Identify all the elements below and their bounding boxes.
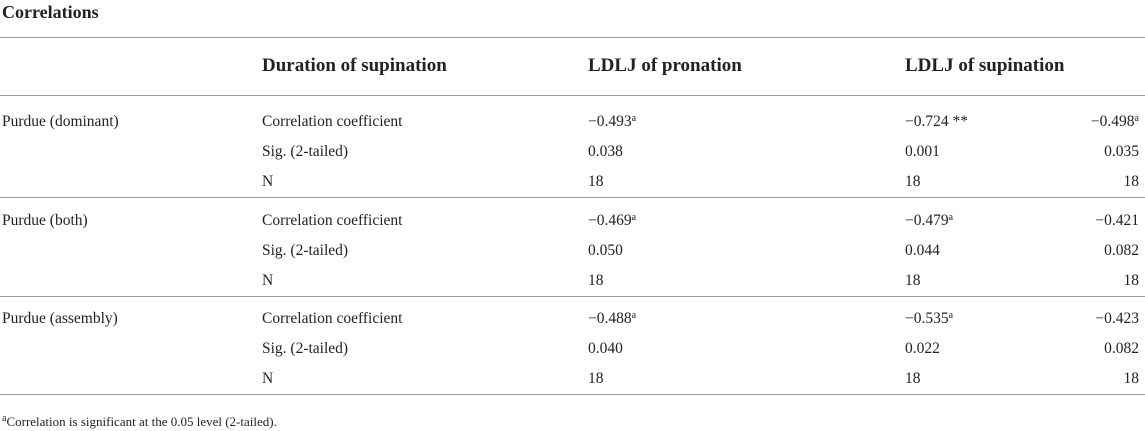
cell-value: −0.421 (1095, 211, 1139, 231)
stat-label: Sig. (2-tailed) (262, 143, 349, 160)
cell-value: 18 (1124, 369, 1140, 389)
cell-text: 18 (588, 271, 604, 289)
table-title: Correlations (2, 2, 99, 22)
group-label: Purdue (dominant) (2, 113, 119, 130)
cell-value: −0.493a (588, 112, 636, 132)
cell-value: −0.479a (905, 211, 953, 231)
rule (0, 295, 1145, 297)
footnote-mark: a (948, 211, 954, 223)
cell-text: −0.488 (588, 310, 632, 327)
stat-label: N (262, 271, 274, 289)
cell-text: 0.040 (588, 340, 623, 357)
cell-value: −0.535a (905, 309, 953, 329)
footnote-mark: a (631, 113, 637, 124)
cell-value: 0.082 (1104, 241, 1139, 261)
cell-value: 0.022 (905, 339, 940, 359)
rule (0, 95, 1145, 96)
cell-value: 0.044 (905, 241, 940, 261)
stat-label: N (262, 370, 274, 387)
cell-value: 18 (905, 172, 921, 192)
rule (0, 197, 1145, 198)
footnote-mark: a (631, 310, 637, 321)
cell-text: −0.469 (588, 211, 632, 229)
footnote-mark: a (1134, 113, 1139, 124)
cell-value: 0.050 (588, 241, 623, 261)
cell-value: 0.035 (1104, 142, 1139, 162)
cell-text: −0.498 (1090, 113, 1135, 130)
cell-text: 0.001 (905, 143, 940, 160)
cell-text: 0.050 (588, 241, 623, 259)
cell-value: 18 (905, 271, 921, 291)
cell-value: −0.724 ** (905, 112, 968, 132)
footnote-mark: a (631, 211, 637, 223)
cell-value: 0.001 (905, 142, 940, 162)
stat-label: Correlation coefficient (262, 113, 403, 130)
cell-text: 0.022 (905, 340, 940, 357)
column-header: LDLJ of pronation (588, 55, 742, 76)
cell-value: −0.469a (588, 211, 636, 231)
cell-value: 18 (905, 369, 921, 389)
group-label: Purdue (both) (2, 211, 88, 229)
cell-text: −0.479 (905, 211, 949, 229)
cell-text: 18 (1123, 173, 1140, 190)
cell-text: 18 (588, 370, 604, 387)
cell-text: −0.423 (1095, 310, 1139, 327)
cell-value: −0.423 (1095, 309, 1139, 329)
cell-value: 18 (588, 172, 604, 192)
footnote-mark: a (2, 413, 7, 424)
footnote-mark: a (948, 310, 954, 321)
cell-value: 18 (588, 271, 604, 291)
cell-text: −0.493 (588, 113, 632, 130)
rule (0, 394, 1145, 395)
stat-label: Sig. (2-tailed) (262, 241, 349, 259)
footnote-text: Correlation is significant at the 0.05 l… (6, 414, 277, 429)
cell-text: 18 (1123, 370, 1140, 387)
cell-value: 18 (1124, 172, 1140, 192)
cell-text: −0.724 ** (905, 113, 968, 130)
cell-value: 18 (1124, 271, 1140, 291)
cell-text: 18 (905, 271, 921, 289)
stat-label: Correlation coefficient (262, 310, 403, 327)
column-header: LDLJ of supination (905, 55, 1065, 76)
stat-label: Correlation coefficient (262, 211, 403, 229)
cell-text: 0.038 (588, 143, 623, 160)
cell-text: 18 (588, 173, 604, 190)
cell-value: 0.040 (588, 339, 623, 359)
cell-text: 0.044 (905, 241, 940, 259)
cell-text: 0.035 (1104, 143, 1139, 160)
column-header: Duration of supination (262, 55, 447, 76)
cell-value: −0.488a (588, 309, 636, 329)
stat-label: Sig. (2-tailed) (262, 340, 349, 357)
cell-value: 0.082 (1104, 339, 1139, 359)
cell-value: 18 (588, 369, 604, 389)
cell-text: 18 (1123, 271, 1140, 289)
group-label: Purdue (assembly) (2, 310, 118, 327)
cell-text: 18 (905, 370, 921, 387)
cell-value: 0.038 (588, 142, 623, 162)
rule (0, 37, 1145, 38)
cell-value: −0.498a (1091, 112, 1139, 132)
cell-text: −0.535 (905, 310, 949, 327)
cell-text: 0.082 (1104, 241, 1139, 259)
cell-text: 0.082 (1104, 340, 1139, 357)
footnote: aCorrelation is significant at the 0.05 … (2, 412, 277, 431)
cell-text: −0.421 (1095, 211, 1139, 229)
cell-text: 18 (905, 173, 921, 190)
stat-label: N (262, 173, 274, 190)
